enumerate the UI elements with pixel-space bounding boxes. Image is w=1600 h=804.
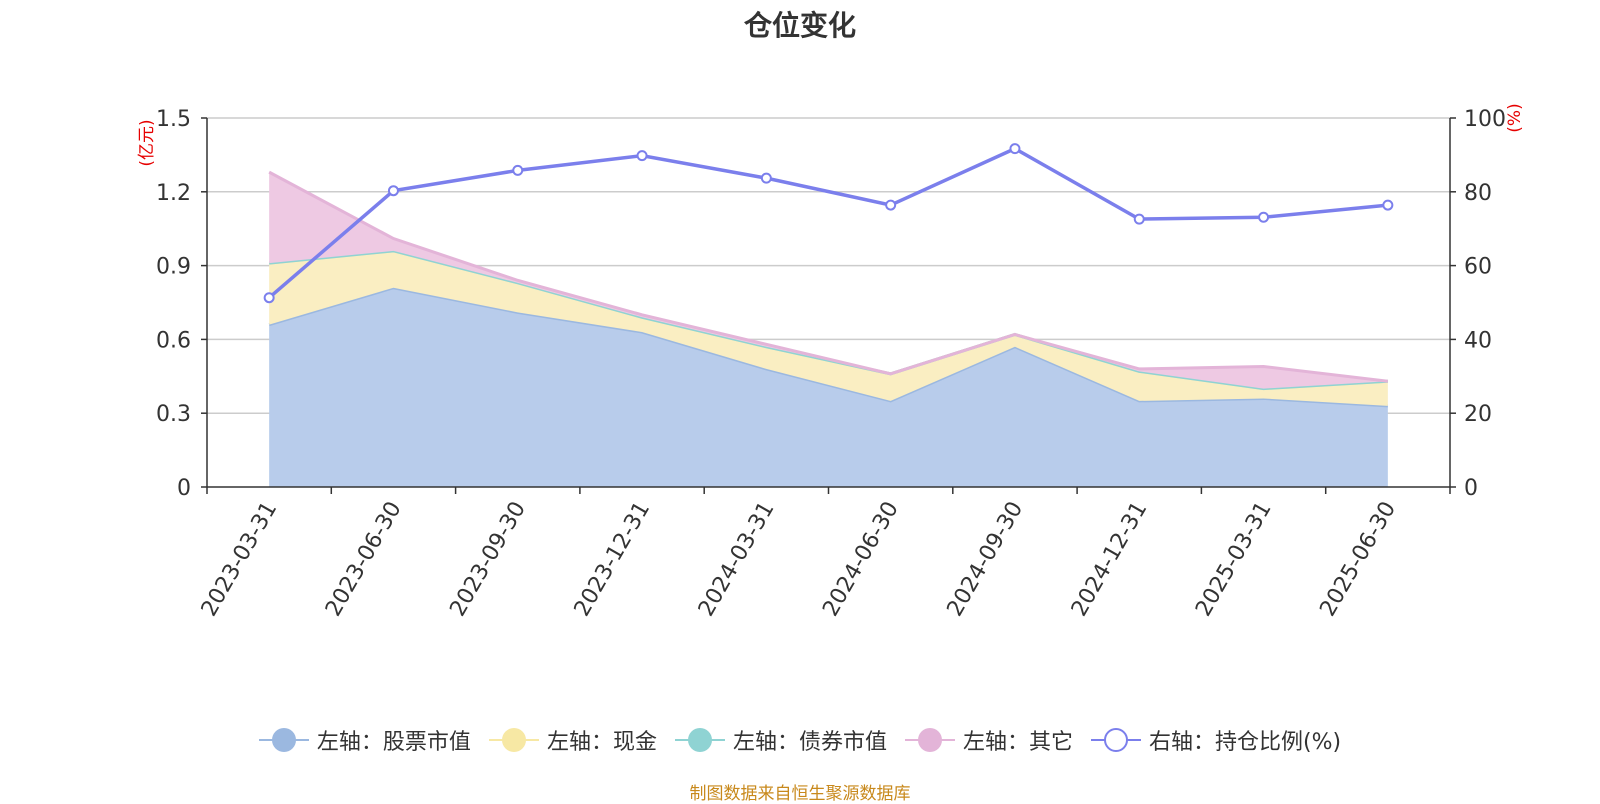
x-axis-tick-label: 2024-03-31 [694,498,780,621]
x-axis-tick-label: 2024-06-30 [818,498,904,621]
left-axis-tick-label: 1.5 [156,107,191,132]
x-axis-tick-label: 2023-09-30 [445,498,531,621]
right-axis-tick-label: 0 [1464,476,1478,501]
line-point [387,185,399,197]
area-1 [269,287,1388,487]
line-point [885,199,897,211]
legend-label: 左轴：其它 [962,730,1073,755]
legend-item[interactable]: 左轴：现金 [488,724,657,756]
line-point [1382,199,1394,211]
line-point [1133,213,1145,225]
legend-item[interactable]: 左轴：其它 [904,724,1073,756]
right-axis-tick-label: 100 [1464,107,1506,132]
legend-label: 左轴：现金 [546,730,657,755]
legend-item[interactable]: 左轴：债券市值 [674,724,887,756]
x-axis-tick-label: 2025-03-31 [1191,498,1277,621]
x-axis-tick-label: 2024-12-31 [1067,498,1153,621]
right-axis-tick-label: 20 [1464,402,1492,427]
legend-label: 左轴：股票市值 [316,730,471,755]
line-point [263,292,275,304]
x-axis-tick-label: 2023-03-31 [197,498,283,621]
right-axis-tick-label: 40 [1464,328,1492,353]
x-axis-tick-label: 2023-12-31 [570,498,656,621]
left-axis-unit: (亿元) [137,119,157,166]
left-axis-tick-label: 0.3 [156,402,191,427]
chart-legend: 左轴：股票市值 左轴：现金 左轴：债券市值 左轴：其它 右轴：持仓比例(%) [0,720,1600,760]
chart-plot: 0 0.3 0.6 0.9 1.2 1.5 0 20 40 60 80 100 (亿元) (%) 2023-… [137,103,1525,621]
area-2 [269,250,1388,406]
x-axis-tick-label: 2025-06-30 [1315,498,1401,621]
line-series-1 [268,146,1389,300]
legend-item[interactable]: 右轴：持仓比例(%) [1090,724,1342,756]
chart-title: 仓位变化 [743,9,856,42]
right-axis-unit: (%) [1505,103,1525,132]
left-axis-tick-label: 1.2 [156,181,191,206]
legend-marker-icon [1090,726,1141,754]
line-point [760,172,772,184]
line-point [1258,211,1270,223]
x-axis-tick-label: 2024-09-30 [943,498,1029,621]
legend-marker-icon [904,726,955,754]
line-point [636,150,648,162]
right-axis-tick-label: 80 [1464,181,1492,206]
legend-marker-icon [488,726,539,754]
legend-item[interactable]: 左轴：股票市值 [258,724,471,756]
area-line-4 [268,170,1389,383]
x-axis-tick-label: 2023-06-30 [321,498,407,621]
left-axis-tick-label: 0.6 [156,328,191,353]
legend-label: 左轴：债券市值 [732,730,887,755]
left-axis-tick-label: 0 [177,476,191,501]
legend-marker-icon [258,726,309,754]
right-axis-tick-label: 60 [1464,255,1492,280]
left-axis-tick-label: 0.9 [156,255,191,280]
data-source-note: 制图数据来自恒生聚源数据库 [689,784,911,804]
legend-marker-icon [674,726,725,754]
line-point [1009,143,1021,155]
line-point [512,164,524,176]
legend-label: 右轴：持仓比例(%) [1148,730,1342,755]
